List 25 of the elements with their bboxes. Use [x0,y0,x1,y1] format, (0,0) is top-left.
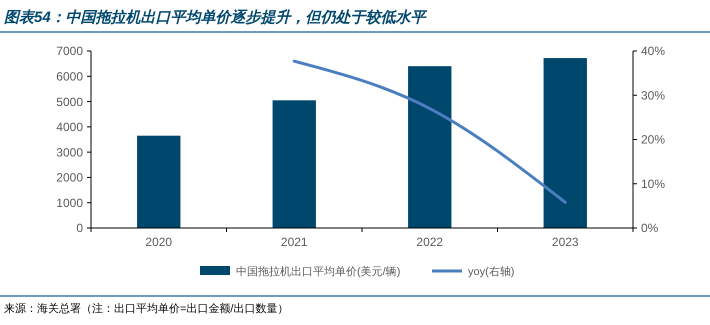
y2-tick-label: 40% [641,44,666,58]
x-tick-label: 2020 [145,235,172,249]
y2-tick-label: 20% [641,132,666,147]
legend-label: yoy(右轴) [468,264,514,278]
y-tick-label: 1000 [56,196,84,210]
y-tick-label: 2000 [56,170,84,185]
y-tick-label: 7000 [56,44,84,58]
bar [408,66,452,228]
y-tick-label: 4000 [56,120,84,134]
x-tick-label: 2022 [416,235,444,249]
y2-tick-label: 30% [641,88,666,102]
bar [137,136,180,228]
y2-tick-label: 10% [641,176,666,191]
y-tick-label: 0 [76,221,84,236]
legend-label: 中国拖拉机出口平均单价(美元/辆) [236,264,400,278]
bar [272,100,316,228]
x-tick-label: 2023 [552,235,579,249]
chart-title: 图表54：中国拖拉机出口平均单价逐步提升，但仍处于较低水平 [4,9,428,26]
y-tick-label: 5000 [56,94,84,109]
bar [544,58,587,228]
y-tick-label: 3000 [56,145,84,160]
y-tick-label: 6000 [56,69,84,84]
y2-tick-label: 0% [641,221,659,236]
x-tick-label: 2021 [280,235,308,249]
source-note: 来源：海关总署（注：出口平均单价=出口金额/出口数量） [4,302,288,315]
